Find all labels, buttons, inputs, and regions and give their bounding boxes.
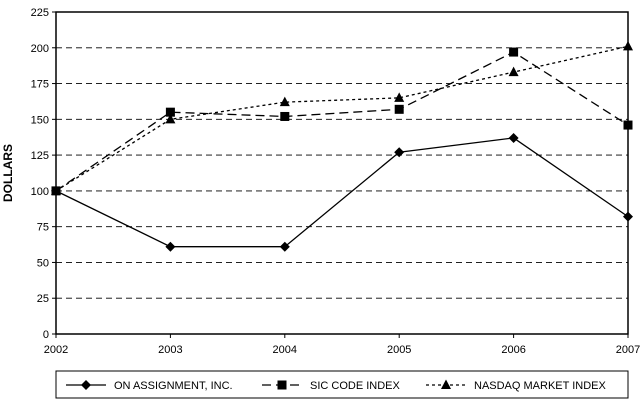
data-point-square	[165, 107, 175, 117]
data-point-square	[623, 120, 633, 130]
series-line	[55, 45, 629, 192]
series-diamond	[51, 132, 633, 252]
x-axis-ticks: 2002 2003 2004 2005 2006 2007	[44, 334, 640, 356]
series-square	[51, 47, 633, 196]
legend-marker-triangle	[441, 379, 451, 389]
y-tick-label: 50	[37, 257, 49, 269]
data-point-diamond	[394, 147, 405, 158]
legend-items: ON ASSIGNMENT, INC. SIC CODE INDEX NASDAQ …	[66, 379, 606, 392]
series-triangle	[51, 40, 633, 195]
y-tick-label: 125	[31, 150, 49, 162]
legend-marker-diamond	[81, 380, 91, 390]
x-tick-label: 2002	[44, 344, 68, 356]
data-point-diamond	[165, 241, 176, 252]
data-point-triangle	[623, 40, 633, 51]
data-point-square	[509, 47, 519, 57]
legend-item: ON ASSIGNMENT, INC.	[66, 380, 233, 392]
data-point-square	[280, 111, 290, 121]
data-point-diamond	[508, 132, 519, 143]
x-tick-label: 2004	[273, 344, 297, 356]
legend-label: ON ASSIGNMENT, INC.	[114, 380, 233, 392]
x-tick-label: 2005	[387, 344, 411, 356]
data-point-triangle	[165, 113, 176, 124]
data-point-triangle	[279, 96, 290, 107]
y-tick-label: 75	[37, 222, 49, 234]
legend-marker-square	[277, 380, 287, 390]
legend: ON ASSIGNMENT, INC. SIC CODE INDEX NASDAQ …	[55, 370, 629, 399]
plot-area-frame	[55, 11, 629, 335]
data-point-square	[394, 104, 404, 114]
data-point-triangle	[51, 185, 61, 195]
x-tick-label: 2003	[158, 344, 182, 356]
y-axis-ticks: 0 25 50 75 100 125 150 175 200 225	[31, 7, 56, 341]
legend-item: SIC CODE INDEX	[262, 380, 401, 392]
y-tick-label: 175	[31, 79, 49, 91]
y-tick-label: 100	[31, 186, 49, 198]
x-tick-label: 2006	[501, 344, 525, 356]
y-tick-label: 225	[31, 7, 49, 19]
series-layer	[51, 40, 633, 252]
y-tick-label: 200	[31, 43, 49, 55]
data-point-diamond	[279, 241, 290, 252]
y-axis-title: DOLLARS	[1, 144, 15, 202]
x-tick-label: 2007	[616, 344, 640, 356]
legend-label: NASDAQ MARKET INDEX	[474, 380, 606, 392]
y-tick-label: 0	[43, 329, 49, 341]
gridlines	[56, 47, 628, 299]
legend-label: SIC CODE INDEX	[310, 380, 401, 392]
data-point-triangle	[508, 66, 519, 77]
data-point-diamond	[623, 211, 633, 222]
series-line	[55, 137, 629, 248]
y-tick-label: 150	[31, 114, 49, 126]
legend-frame	[55, 370, 629, 399]
series-line	[55, 51, 629, 192]
data-point-triangle	[394, 92, 405, 102]
y-tick-label: 25	[37, 293, 49, 305]
legend-item: NASDAQ MARKET INDEX	[426, 379, 606, 392]
